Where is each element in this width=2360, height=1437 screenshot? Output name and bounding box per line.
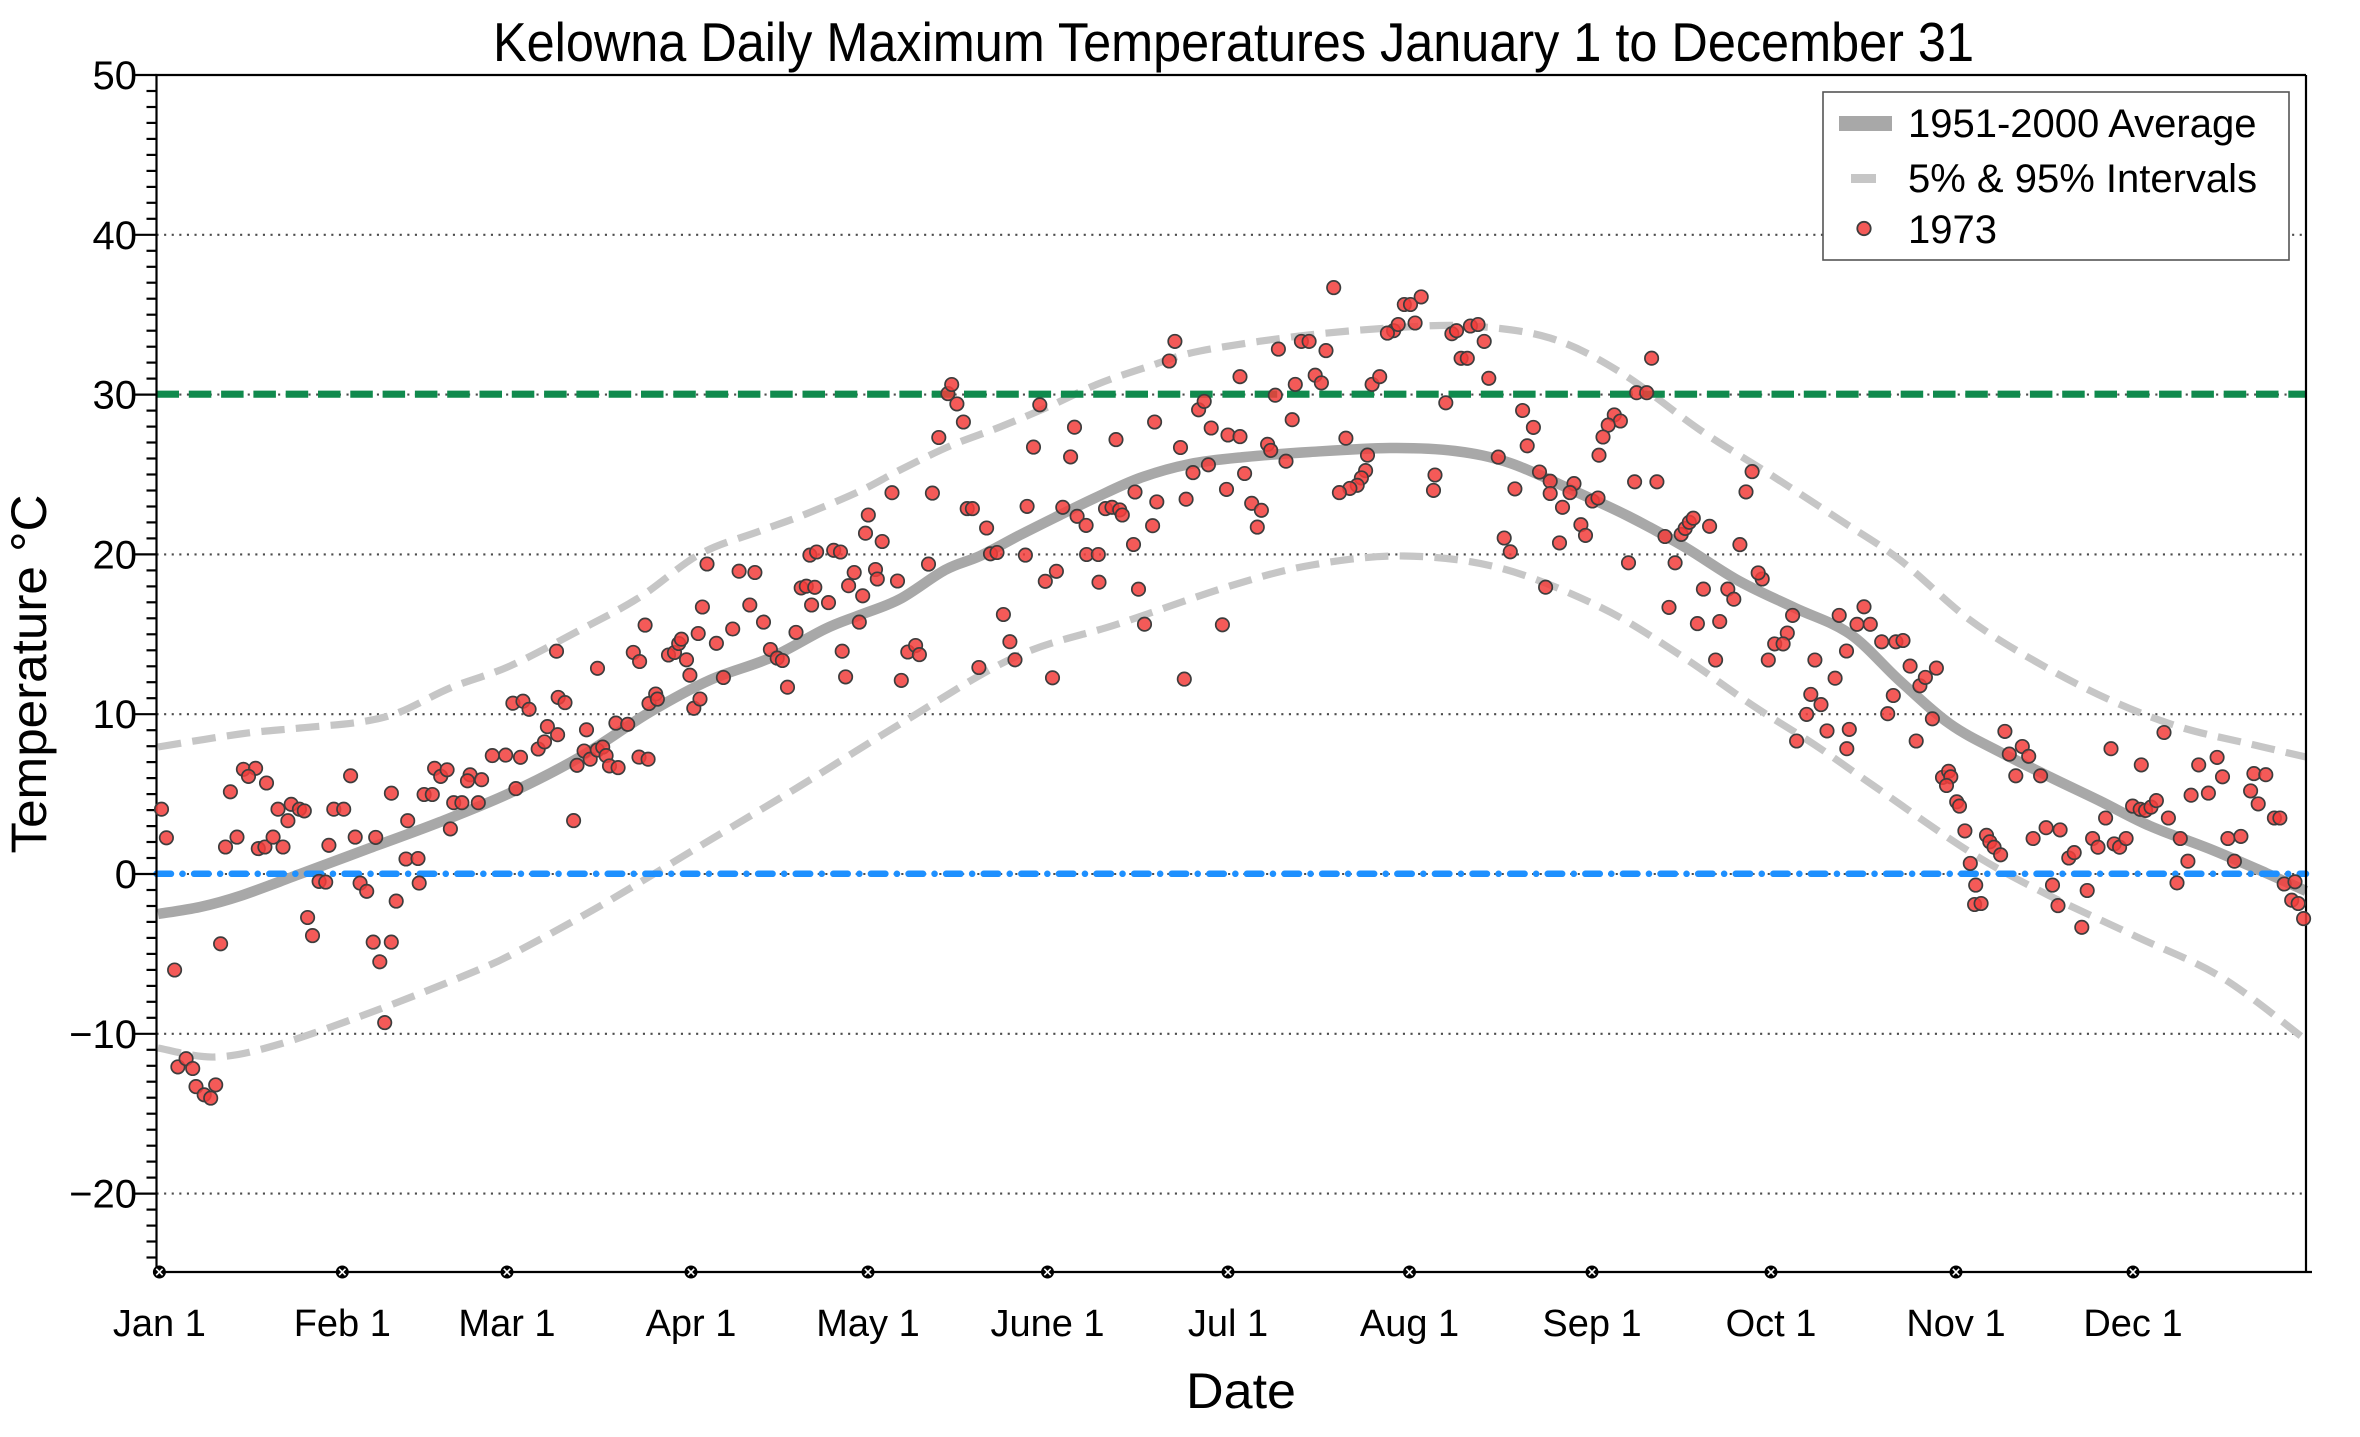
svg-text:1951-2000 Average: 1951-2000 Average: [1908, 102, 2256, 146]
svg-text:May 1: May 1: [816, 1303, 919, 1345]
svg-text:−10: −10: [69, 1013, 137, 1057]
svg-text:June 1: June 1: [990, 1303, 1104, 1345]
svg-text:Aug 1: Aug 1: [1360, 1303, 1459, 1345]
svg-text:50: 50: [93, 54, 138, 98]
svg-text:20: 20: [93, 533, 138, 577]
svg-text:0: 0: [115, 853, 137, 897]
svg-text:Temperature °C: Temperature °C: [1, 495, 57, 854]
svg-text:40: 40: [93, 214, 138, 258]
svg-text:−20: −20: [69, 1173, 137, 1217]
svg-text:Jul 1: Jul 1: [1188, 1303, 1268, 1345]
svg-text:Oct 1: Oct 1: [1726, 1303, 1817, 1345]
svg-text:Mar 1: Mar 1: [458, 1303, 555, 1345]
svg-text:Jan 1: Jan 1: [113, 1303, 206, 1345]
svg-text:Nov 1: Nov 1: [1906, 1303, 2005, 1345]
svg-text:Apr 1: Apr 1: [646, 1303, 737, 1345]
svg-text:Sep 1: Sep 1: [1542, 1303, 1641, 1345]
svg-text:10: 10: [93, 693, 138, 737]
svg-text:Date: Date: [1186, 1363, 1296, 1419]
svg-text:Feb 1: Feb 1: [294, 1303, 391, 1345]
svg-text:5% & 95% Intervals: 5% & 95% Intervals: [1908, 157, 2257, 201]
svg-text:Dec 1: Dec 1: [2083, 1303, 2182, 1345]
svg-text:1973: 1973: [1908, 208, 1997, 252]
svg-text:30: 30: [93, 374, 138, 418]
svg-text:Kelowna Daily Maximum Temperat: Kelowna Daily Maximum Temperatures Janua…: [493, 11, 1974, 73]
